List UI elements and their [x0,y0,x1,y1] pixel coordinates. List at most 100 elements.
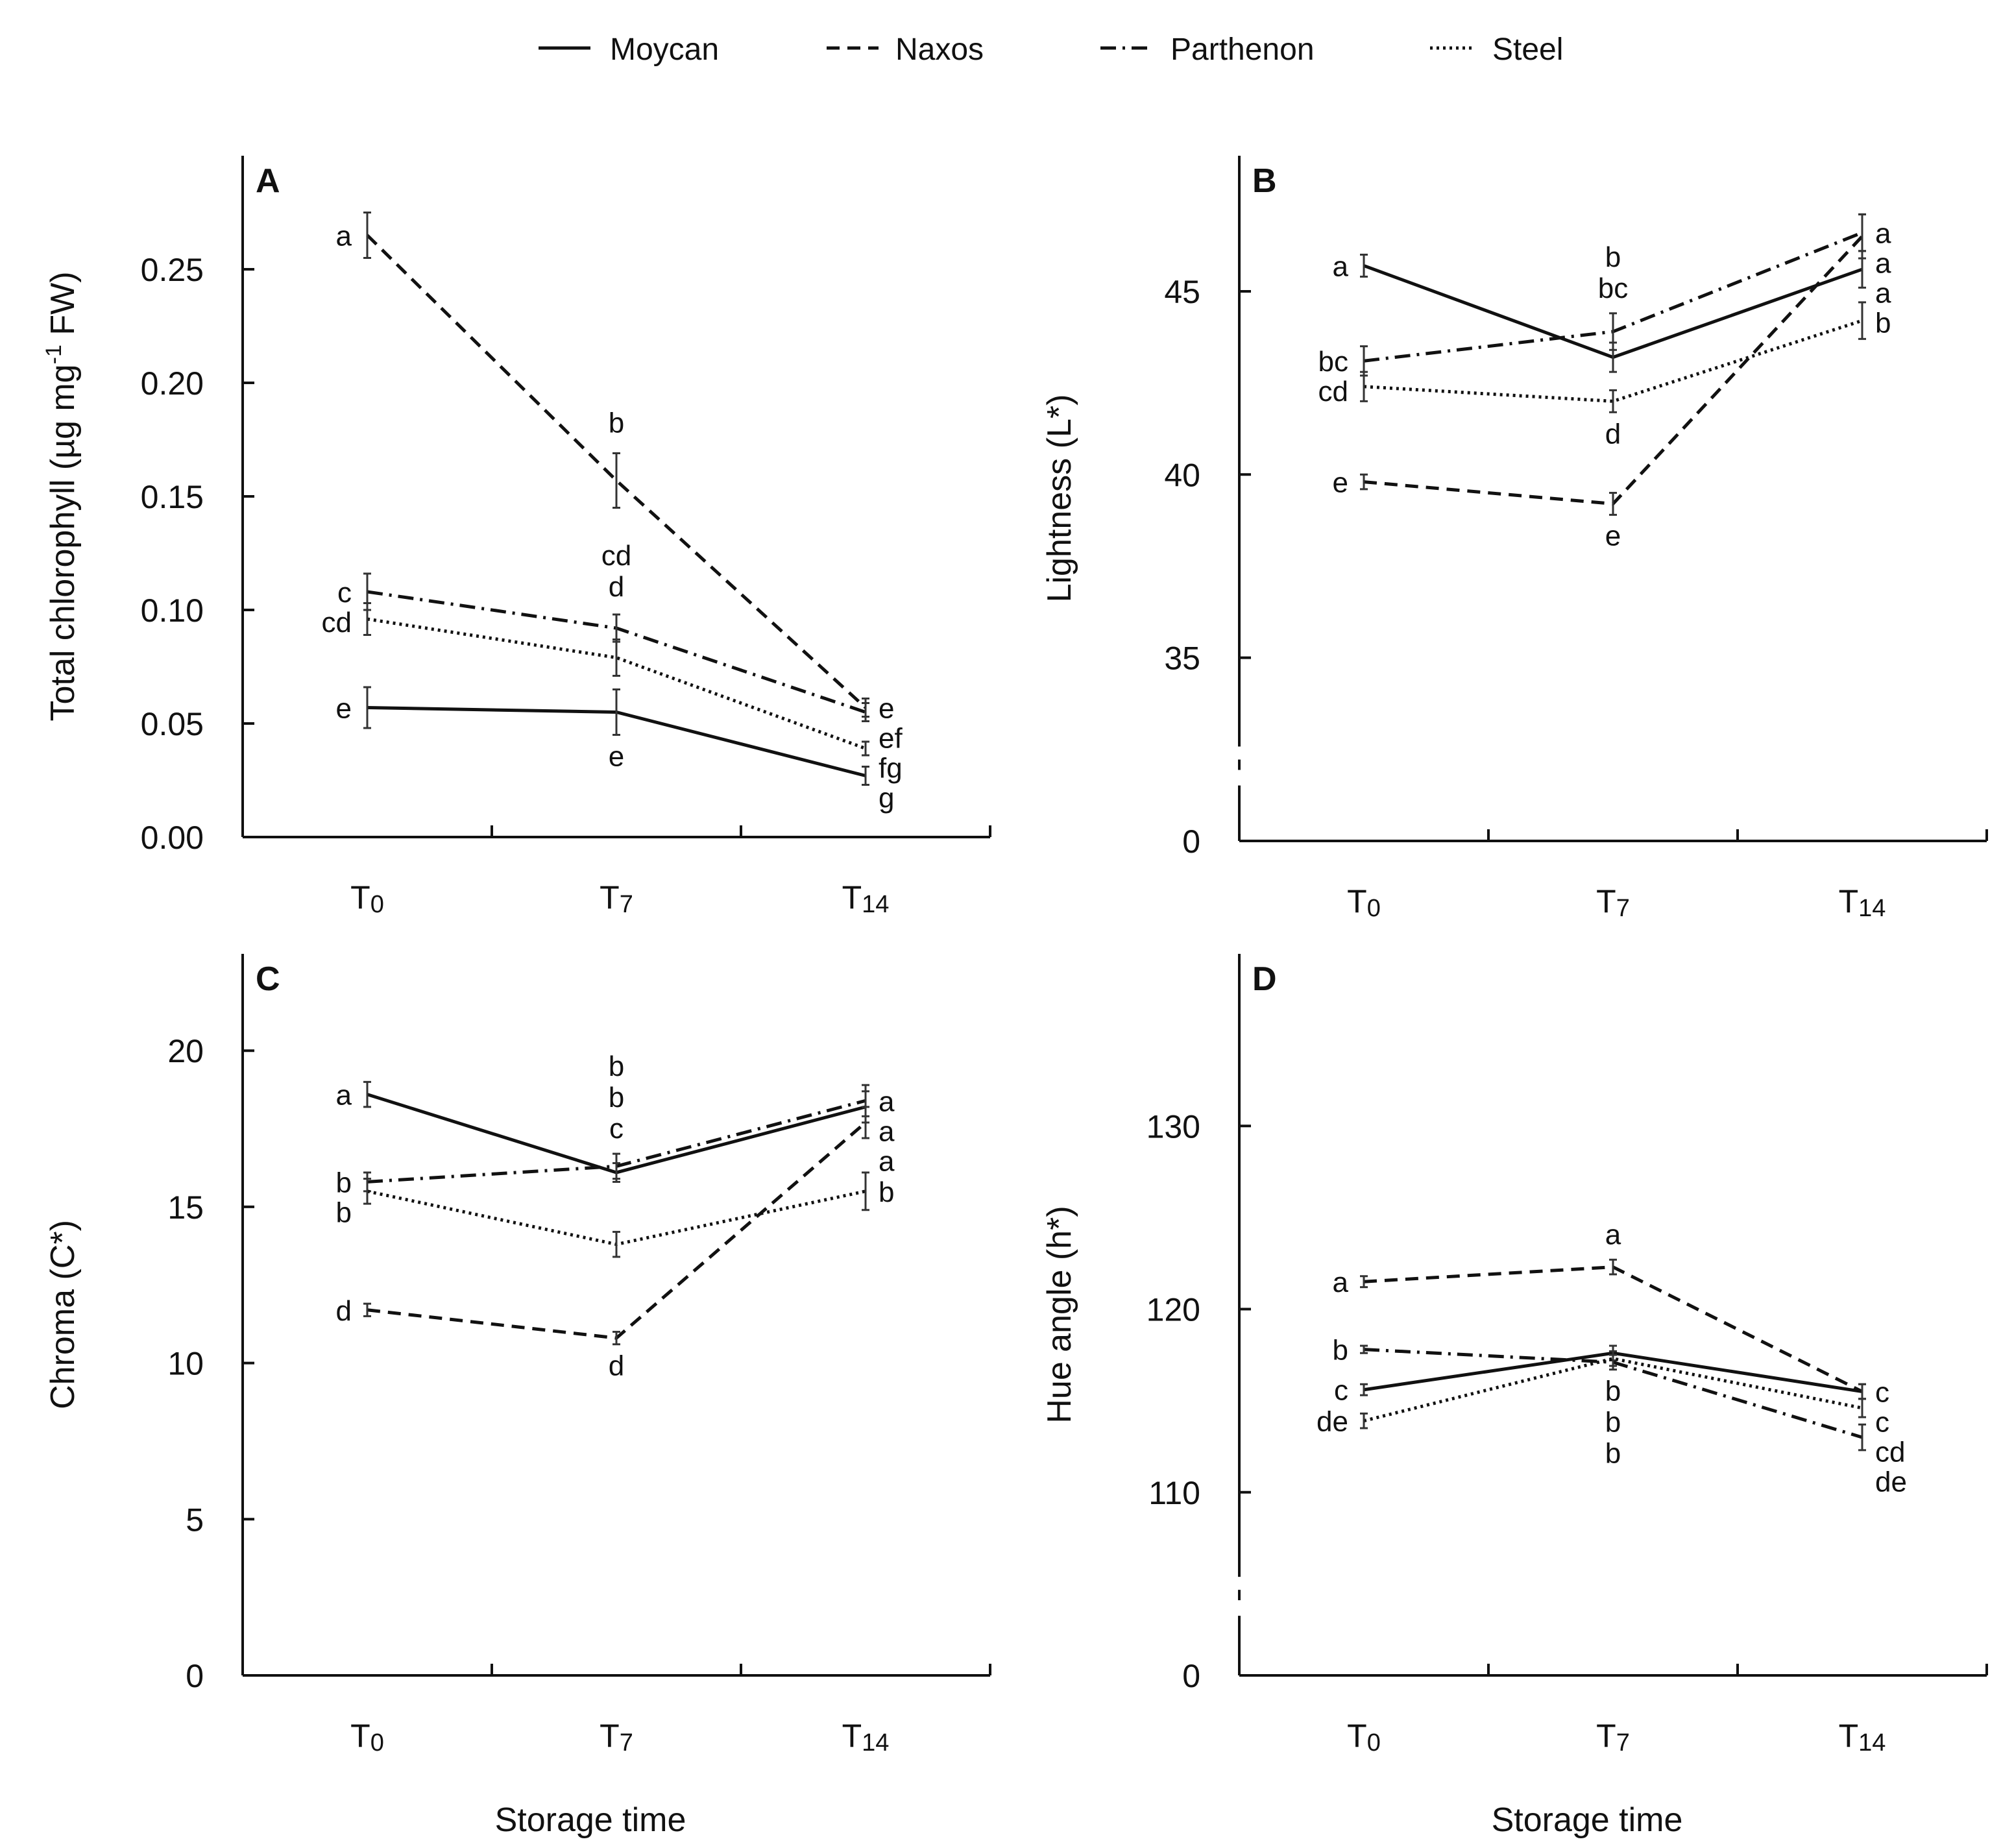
panel-D: 0 110 120 130 T0 T7 T14 D Hue angle (h*) Storage … [1041,954,1988,1839]
legend-item-moycan: Moycan [539,32,719,67]
y-tick-label: 0.00 [141,820,204,856]
significance-letter: a [336,221,352,252]
significance-letter: cd [1318,376,1348,407]
significance-letter: de [1316,1406,1348,1438]
significance-letter: d [609,571,624,603]
y-axis-title: Hue angle (h*) [1041,1206,1078,1423]
significance-letter: c [609,1113,624,1145]
error-bar [363,1178,371,1205]
significance-letter: b [336,1197,352,1228]
significance-letter: c [1334,1375,1348,1407]
error-bar [1609,492,1617,516]
significance-letter: bc [1598,273,1628,304]
error-bar [363,1302,371,1317]
panel-letter: B [1252,162,1277,200]
error-bar [862,1084,869,1117]
panel-C: 0 5 10 15 20 T0 T7 T14 C Chroma (C*) Storage time a… [44,954,991,1839]
significance-letter: b [1605,1438,1621,1470]
error-bar [363,602,371,636]
x-tick-label: T7 [1596,883,1630,922]
x-tick-label: T0 [1347,1718,1381,1757]
error-bar [1858,1398,1866,1418]
x-tick-label: T7 [1596,1718,1630,1757]
significance-letter: a [336,1080,352,1112]
error-bar [1609,1258,1617,1276]
error-bar [1858,301,1866,340]
series-steel [363,602,869,757]
significance-letter: d [1605,418,1621,450]
error-bar [1360,371,1368,402]
x-tick-label: T14 [842,1718,890,1757]
y-tick-label: 0.10 [141,592,204,629]
significance-letter: ef [879,723,903,755]
x-axis-title: Storage time [1492,1801,1683,1839]
significance-letter: e [1605,520,1621,552]
series-line [1363,319,1863,403]
significance-letter: e [1333,467,1348,499]
error-bar [1609,312,1617,351]
significance-letter: a [1605,1219,1621,1250]
y-tick-label: 0.25 [141,252,204,288]
y-tick-label: 35 [1164,640,1200,677]
significance-letter: fg [879,753,903,784]
significance-letter: a [1875,248,1891,280]
significance-letter: e [879,693,894,725]
significance-letter: bc [1318,346,1348,378]
y-tick-label: 40 [1164,457,1200,493]
series-line [1363,1265,1863,1393]
y-tick-label: 0.20 [141,365,204,402]
error-bar [613,1230,620,1258]
series-steel [1360,1350,1866,1429]
significance-letter: c [337,577,352,609]
significance-letter: g [879,783,894,814]
significance-letter: b [1605,1376,1621,1407]
x-tick-label: T14 [1839,1718,1886,1757]
legend-item-naxos: Naxos [827,32,984,67]
significance-letter: b [1605,241,1621,273]
x-tick-label: T14 [842,879,890,918]
significance-letter: b [609,1082,624,1113]
error-bar [1609,1350,1617,1367]
x-tick-label: T0 [350,879,384,918]
significance-letter: c [1875,1407,1889,1439]
y-tick-label: 130 [1147,1108,1200,1145]
error-bar [1360,1344,1368,1354]
error-bar [613,638,620,677]
significance-letter: a [1875,278,1891,310]
error-bar [363,686,371,729]
significance-letter: a [1875,218,1891,250]
panel-A: 0.00 0.05 0.10 0.15 0.20 0.25 T0 T7 T14 A Total ch… [42,156,991,918]
legend-label: Moycan [610,32,719,67]
significance-letter: b [1605,1407,1621,1439]
series-steel [1360,301,1866,413]
significance-letter: de [1875,1466,1907,1498]
y-tick-label: 0 [1182,823,1200,860]
error-bar [862,766,869,786]
error-bar [862,702,869,722]
series-line [367,617,866,750]
error-bar [1360,253,1368,278]
y-tick-label: 110 [1148,1475,1200,1511]
y-axis-title: Chroma (C*) [44,1220,82,1409]
series-line [1363,1357,1863,1423]
error-bar [1360,1383,1368,1396]
significance-letter: a [879,1145,895,1177]
legend-label: Naxos [895,32,984,67]
y-tick-label: 120 [1147,1292,1200,1328]
significance-letter: b [336,1167,352,1198]
x-tick-label: T0 [350,1718,384,1757]
error-bar [862,1171,869,1211]
significance-letter: c [1875,1377,1889,1409]
significance-letter: cd [322,607,352,638]
error-bar [1858,1423,1866,1452]
significance-letter: b [609,1051,624,1082]
error-bar [1360,473,1368,491]
x-tick-label: T0 [1347,883,1381,922]
series-naxos [1360,1258,1866,1400]
significance-letter: a [1333,250,1349,282]
error-bar [363,1080,371,1108]
significance-letter: d [609,1350,624,1382]
y-tick-label: 45 [1164,274,1200,310]
error-bar [613,688,620,736]
